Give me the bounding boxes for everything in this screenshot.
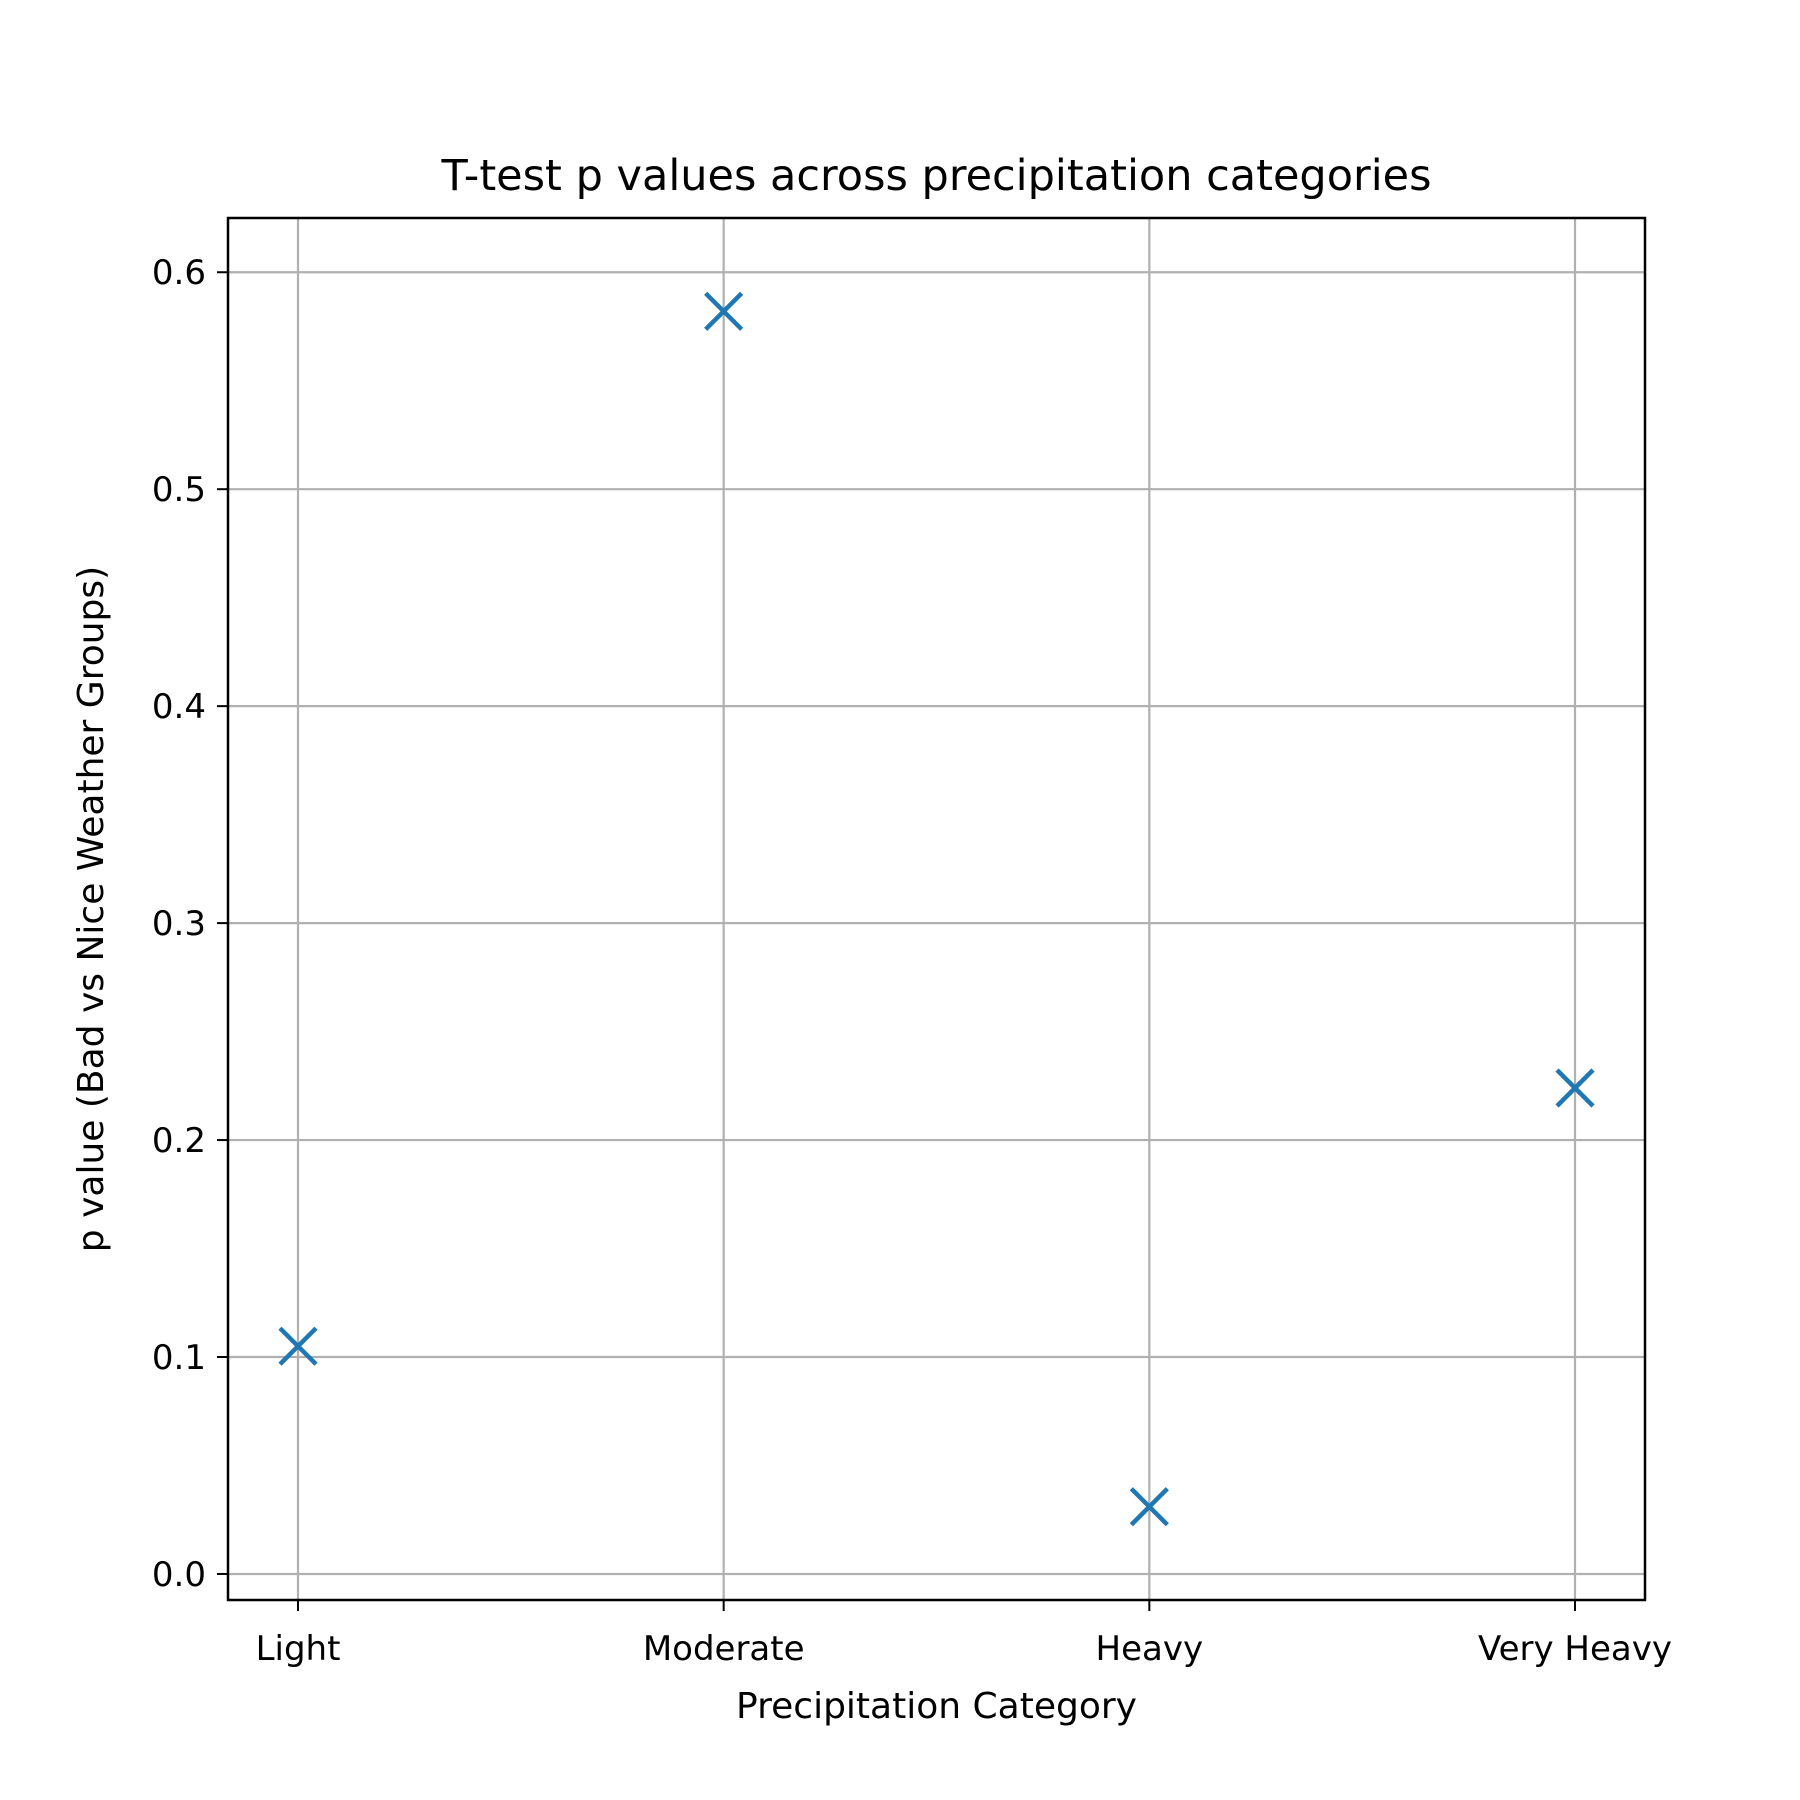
data-point-marker [704,291,744,331]
y-tick-label: 0.1 [152,1338,206,1378]
y-tick-label: 0.5 [152,470,206,510]
y-tick-label: 0.3 [152,904,206,944]
data-point-marker [1129,1487,1169,1527]
y-tick-label: 0.4 [152,687,206,727]
y-axis-label: p value (Bad vs Nice Weather Groups) [71,566,112,1252]
data-point-marker [278,1326,318,1366]
y-tick-label: 0.6 [152,253,206,293]
plot-area-frame [226,216,1647,1602]
tick-layer: 0.0 0.1 0.2 0.3 0.4 0.5 0.6 Light Moderate Heavy V… [152,253,1672,1669]
chart-title: T-test p values across precipitation cat… [440,151,1431,201]
x-axis-label: Precipitation Category [736,1686,1137,1727]
y-tick-label: 0.0 [152,1555,206,1595]
x-tick-label: Heavy [1096,1629,1204,1669]
marker-layer [278,291,1595,1527]
grid-layer [228,218,1645,1600]
x-tick-label: Very Heavy [1478,1629,1672,1669]
x-tick-label: Light [256,1629,341,1669]
x-tick-label: Moderate [643,1629,805,1669]
y-tick-label: 0.2 [152,1121,206,1161]
data-point-marker [1555,1068,1595,1108]
